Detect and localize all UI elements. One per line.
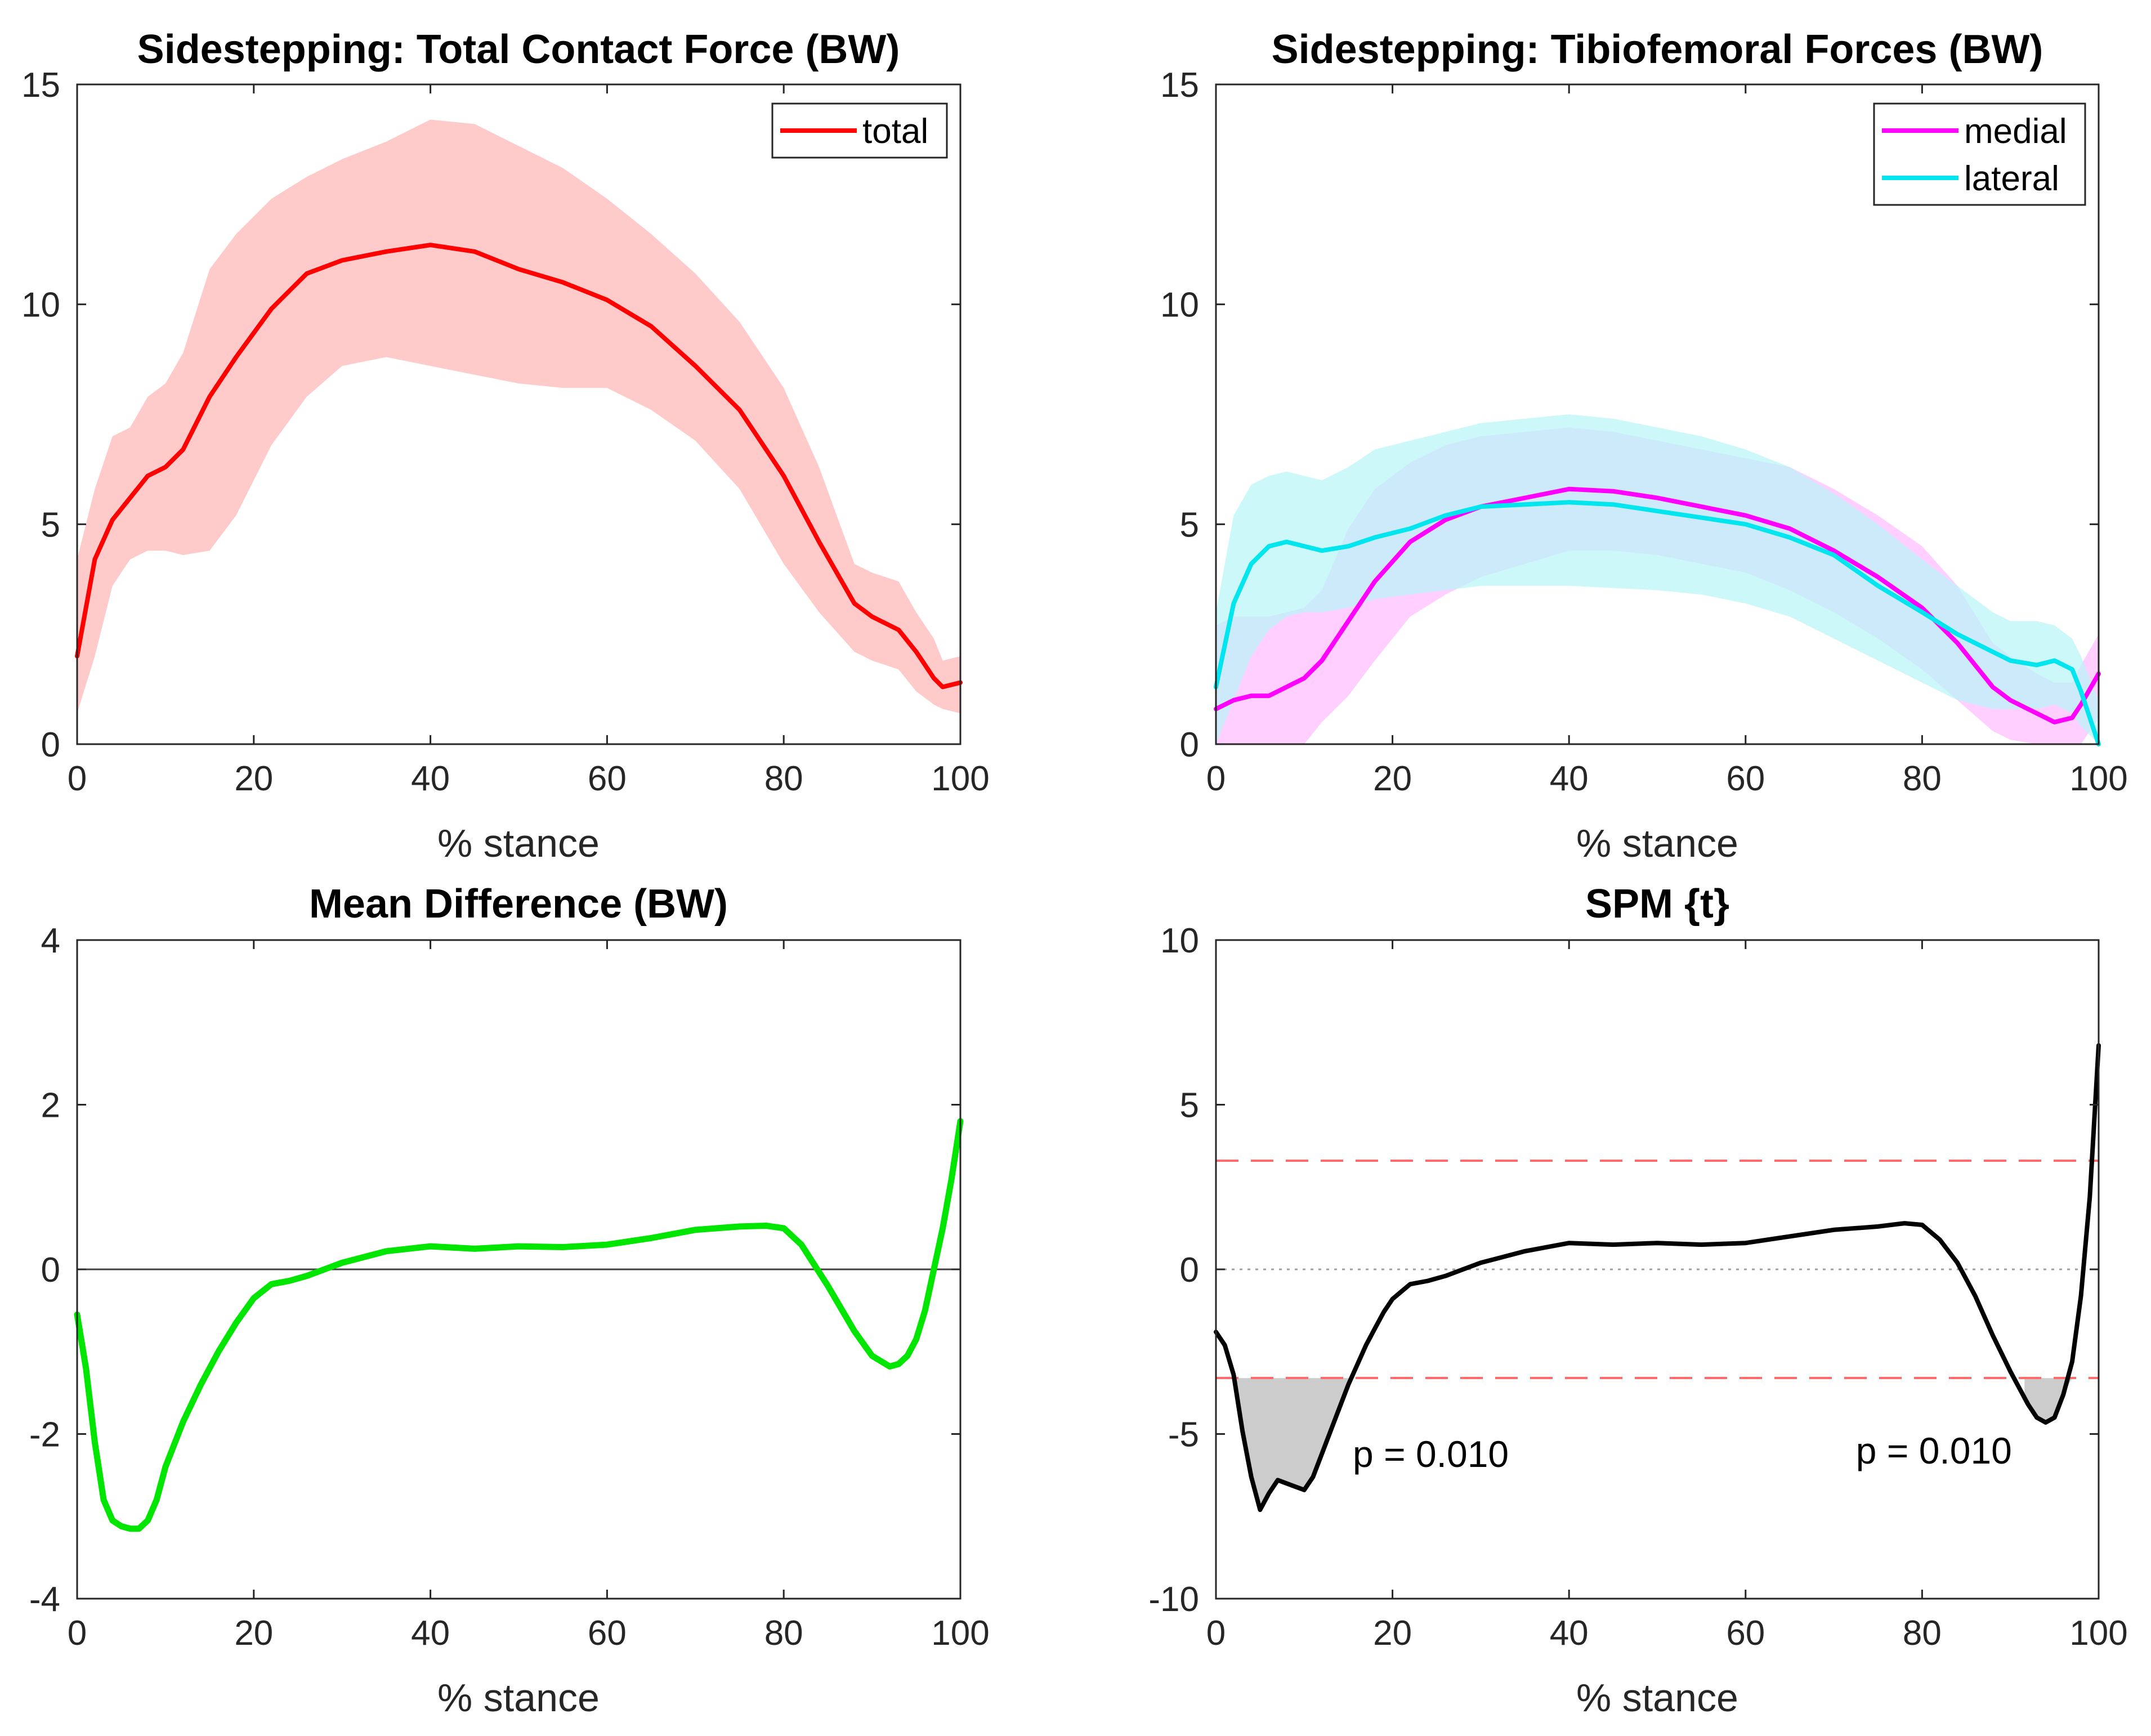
x-tick-label: 80 [1903,1614,1942,1653]
x-axis-label: % stance [1576,821,1738,865]
x-tick-label: 0 [1206,1614,1226,1653]
y-tick-label: -10 [1148,1580,1199,1619]
x-tick-label: 40 [411,759,450,798]
cluster-p-value: p = 0.010 [1353,1433,1509,1475]
y-tick-label: 10 [1160,286,1199,325]
y-tick-label: 5 [1180,1086,1199,1125]
x-axis-label: % stance [437,821,600,865]
x-tick-label: 40 [1550,759,1589,798]
series-line-spm-t- [1214,1043,2101,1513]
legend-label: medial [1964,112,2067,151]
y-tick-label: 10 [21,286,60,325]
cluster-fill-1 [2024,1378,2074,1422]
cluster-fill-0 [1236,1378,1353,1510]
x-tick-label: 60 [1726,1614,1765,1653]
plot-area-frame [76,83,962,745]
legend-label: total [862,112,928,151]
legend-label: lateral [1964,159,2059,198]
chart-title: Mean Difference (BW) [309,882,728,927]
y-tick-label: 10 [1160,921,1199,960]
x-tick-label: 20 [234,759,273,798]
x-tick-label: 100 [2069,759,2127,798]
series-line-mean-difference [74,1118,964,1532]
y-tick-label: -2 [29,1416,60,1455]
x-tick-label: 80 [764,1614,803,1653]
confidence-band-1 [1216,414,2099,744]
chart-total-contact-force: Sidestepping: Total Contact Force (BW) 0… [21,27,990,865]
x-tick-label: 60 [588,759,627,798]
chart-tibiofemoral-forces: Sidestepping: Tibiofemoral Forces (BW) 0… [1160,27,2128,865]
x-tick-label: 20 [1373,1614,1412,1653]
x-tick-label: 0 [68,1614,87,1653]
series-line-medial [1214,486,2101,724]
x-tick-label: 20 [1373,759,1412,798]
cluster-p-value: p = 0.010 [1856,1430,2012,1471]
x-tick-label: 40 [411,1614,450,1653]
x-tick-label: 100 [2069,1614,2127,1653]
x-tick-label: 80 [1903,759,1942,798]
legend-box [1873,102,2086,206]
x-tick-label: 60 [588,1614,627,1653]
y-tick-label: 15 [21,66,60,105]
x-axis-label: % stance [437,1676,600,1720]
x-tick-label: 0 [68,759,87,798]
chart-title: Sidestepping: Tibiofemoral Forces (BW) [1272,27,2043,72]
x-tick-label: 100 [931,759,989,798]
x-tick-label: 80 [764,759,803,798]
x-tick-label: 60 [1726,759,1765,798]
y-tick-label: 2 [41,1086,60,1125]
x-tick-label: 40 [1550,1614,1589,1653]
chart-title: SPM {t} [1585,882,1729,927]
chart-title: Sidestepping: Total Contact Force (BW) [137,27,900,72]
y-tick-label: -4 [29,1580,60,1619]
plot-area-frame [1215,83,2100,745]
x-axis-label: % stance [1576,1676,1738,1720]
chart-mean-difference: Mean Difference (BW) 0 20 40 60 80 100 -4 -2 0 2 4… [29,882,990,1720]
y-tick-label: 0 [1180,726,1199,764]
x-tick-label: 0 [1206,759,1226,798]
series-line-lateral [1214,500,2101,746]
confidence-band-0 [77,119,960,714]
y-tick-label: 15 [1160,66,1199,105]
y-tick-label: 4 [41,921,60,960]
series-line-total [75,243,963,690]
x-tick-label: 100 [931,1614,989,1653]
y-tick-label: 5 [41,505,60,544]
y-tick-label: -5 [1168,1416,1199,1455]
y-tick-label: 5 [1180,505,1199,544]
y-tick-label: 0 [41,726,60,764]
x-tick-label: 20 [234,1614,273,1653]
y-tick-label: 0 [1180,1251,1199,1290]
y-tick-label: 0 [41,1251,60,1290]
